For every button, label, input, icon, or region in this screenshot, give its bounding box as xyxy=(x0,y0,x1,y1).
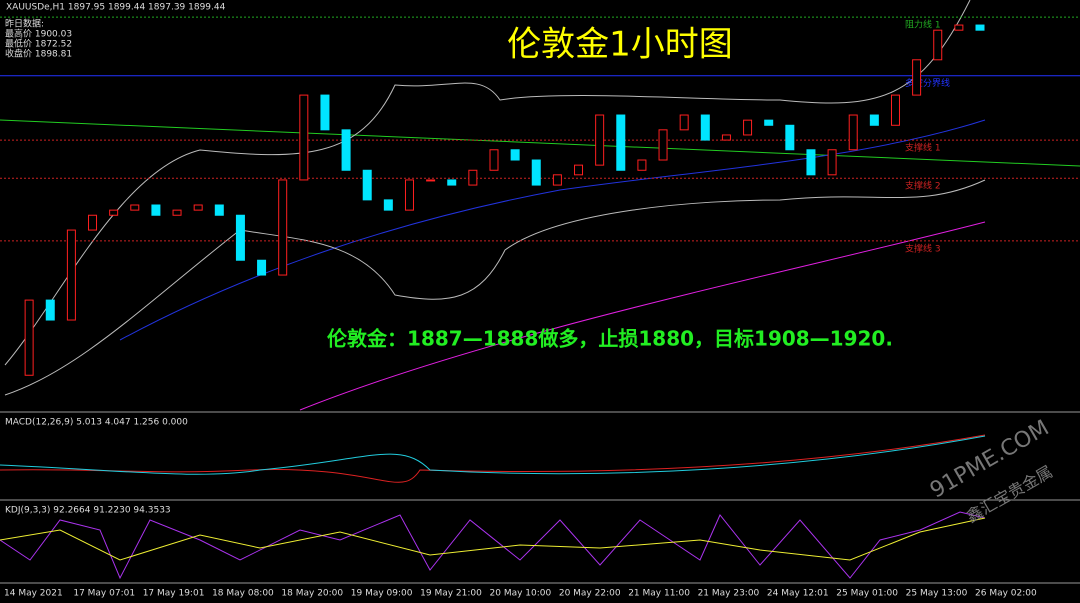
x-tick-label: 21 May 23:00 xyxy=(698,589,760,599)
candle xyxy=(933,29,943,61)
candle xyxy=(109,209,119,216)
x-tick-label: 14 May 2021 xyxy=(4,589,63,599)
candle xyxy=(214,204,224,216)
candle xyxy=(235,214,245,261)
candle xyxy=(975,24,985,31)
level-label: 支撑线 2 xyxy=(905,180,941,192)
x-tick-label: 25 May 13:00 xyxy=(906,589,968,599)
candle xyxy=(890,94,900,126)
candle xyxy=(489,149,499,171)
candle xyxy=(468,169,478,186)
candle xyxy=(848,114,858,151)
x-tick-label: 26 May 02:00 xyxy=(975,589,1037,599)
x-tick-label: 18 May 20:00 xyxy=(281,589,343,599)
level-label: 支撑线 3 xyxy=(905,242,941,254)
macd-signal xyxy=(0,434,986,483)
trend-line xyxy=(0,119,1080,167)
candle xyxy=(426,179,436,182)
bollinger-upper xyxy=(4,0,971,366)
x-tick-label: 17 May 19:01 xyxy=(143,589,205,599)
candle xyxy=(383,199,393,211)
candle xyxy=(721,134,731,141)
candle xyxy=(24,299,34,376)
candle xyxy=(447,179,457,186)
candle xyxy=(88,214,98,231)
moving-average xyxy=(119,119,986,341)
x-tick-label: 20 May 22:00 xyxy=(559,589,621,599)
candle xyxy=(679,114,689,131)
candle xyxy=(700,114,710,141)
candle xyxy=(574,164,584,176)
macd-label: MACD(12,26,9) 5.013 4.047 1.256 0.000 xyxy=(5,418,188,428)
candle xyxy=(404,179,414,211)
candle xyxy=(341,129,351,171)
candle xyxy=(827,149,837,176)
candle xyxy=(595,114,605,166)
candle xyxy=(278,179,288,276)
candle xyxy=(912,59,922,96)
candle xyxy=(806,149,816,176)
x-tick-label: 18 May 08:00 xyxy=(212,589,274,599)
candle xyxy=(785,124,795,151)
candle xyxy=(130,204,140,211)
candle xyxy=(45,299,55,321)
candle xyxy=(743,119,753,136)
x-tick-label: 25 May 01:00 xyxy=(836,589,898,599)
x-tick-label: 17 May 07:01 xyxy=(73,589,135,599)
x-tick-label: 24 May 12:01 xyxy=(767,589,829,599)
level-label: 支撑线 1 xyxy=(905,142,941,154)
candle xyxy=(172,209,182,216)
candle xyxy=(257,259,267,276)
info-line: 最低价 1872.52 xyxy=(5,38,72,50)
info-line: 收盘价 1898.81 xyxy=(5,48,72,60)
candle xyxy=(658,129,668,161)
annotation: 伦敦金：1887—1888做多，止损1880，目标1908—1920. xyxy=(327,327,893,351)
info-line: 昨日数据: xyxy=(5,18,44,30)
kdj-label: KDJ(9,3,3) 92.2664 91.2230 94.3533 xyxy=(5,506,171,516)
candle xyxy=(954,24,964,31)
x-tick-label: 19 May 21:00 xyxy=(420,589,482,599)
candle xyxy=(66,229,76,321)
candle xyxy=(510,149,520,161)
candle xyxy=(320,94,330,131)
candle xyxy=(616,114,626,171)
x-tick-label: 19 May 09:00 xyxy=(351,589,413,599)
kdj-k xyxy=(0,517,986,561)
x-tick-label: 21 May 11:00 xyxy=(628,589,690,599)
x-tick-label: 20 May 10:00 xyxy=(490,589,552,599)
candle xyxy=(637,159,647,171)
macd-line xyxy=(0,435,986,475)
level-label: 阻力线 1 xyxy=(905,19,941,31)
candle xyxy=(299,94,309,181)
candle xyxy=(151,204,161,216)
candle xyxy=(193,204,203,211)
level-label: 多空分界线 xyxy=(905,77,950,89)
moving-average xyxy=(299,221,986,411)
symbol-header: XAUUSDe,H1 1897.95 1899.44 1897.39 1899.… xyxy=(6,3,226,13)
candle xyxy=(362,169,372,201)
candle xyxy=(552,174,562,186)
candle xyxy=(869,114,879,126)
kdj-j xyxy=(0,511,986,580)
candle xyxy=(531,159,541,186)
info-line: 最高价 1900.03 xyxy=(5,28,72,40)
chart-title: 伦敦金1小时图 xyxy=(507,25,733,65)
bollinger-lower xyxy=(4,179,986,396)
candle xyxy=(764,119,774,126)
